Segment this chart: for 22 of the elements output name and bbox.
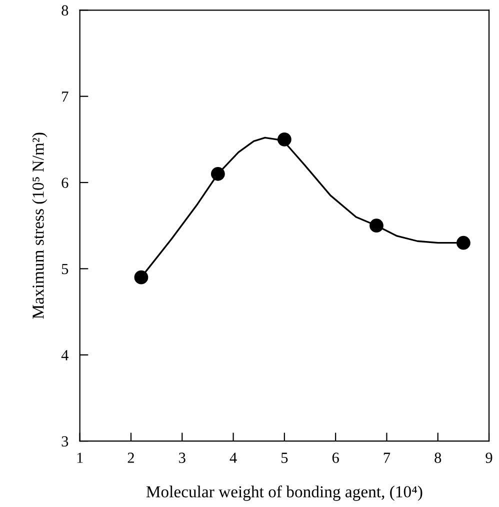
- y-tick-label: 8: [62, 5, 68, 16]
- x-tick-label: 7: [384, 452, 390, 463]
- point: [370, 218, 384, 233]
- y-tick-label: 6: [62, 178, 68, 188]
- x-tick-label: 3: [179, 452, 186, 463]
- x-tick-label: 8: [434, 452, 442, 463]
- x-tick-label: 1: [77, 452, 83, 463]
- x-tick-label: 9: [486, 452, 492, 463]
- x-tick-label: 2: [128, 452, 134, 463]
- x-tick-label: 6: [332, 452, 339, 463]
- x-axis-title: Molecular weight of bonding agent, (10⁴): [146, 486, 422, 501]
- point: [277, 132, 292, 146]
- x-tick-label: 5: [282, 452, 288, 463]
- point: [210, 166, 225, 181]
- y-tick-label: 7: [62, 92, 68, 102]
- x-tick-label: 4: [230, 452, 237, 463]
- y-tick-label: 4: [61, 350, 68, 360]
- point: [134, 270, 148, 284]
- y-axis-title: Maximum stress (10⁵ N/m²): [32, 132, 48, 319]
- y-tick-label: 5: [62, 264, 68, 274]
- point: [456, 236, 470, 250]
- y-tick-label: 3: [62, 436, 68, 447]
